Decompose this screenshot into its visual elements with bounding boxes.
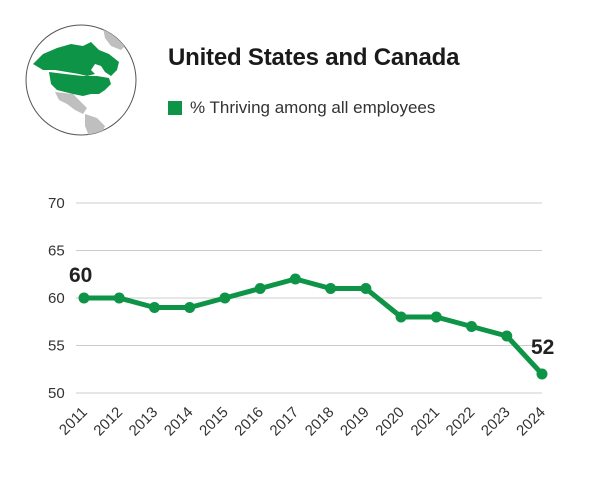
y-tick-label: 65 <box>48 243 65 260</box>
data-point <box>254 283 266 294</box>
x-tick-label: 2011 <box>56 404 91 439</box>
x-tick-label: 2013 <box>126 404 162 440</box>
x-tick-label: 2019 <box>337 404 373 440</box>
data-point <box>430 311 442 323</box>
x-tick-label: 2015 <box>196 404 232 440</box>
legend-label: % Thriving among all employees <box>190 98 436 117</box>
data-point <box>360 283 372 294</box>
data-point <box>501 330 513 342</box>
data-point <box>466 321 478 332</box>
y-tick-label: 55 <box>48 338 65 355</box>
y-tick-label: 70 <box>48 195 65 212</box>
x-tick-label: 2017 <box>267 404 303 440</box>
data-point <box>289 273 301 285</box>
legend: % Thriving among all employees <box>168 98 435 118</box>
data-label: 52 <box>531 336 554 359</box>
y-tick-label: 60 <box>48 290 65 307</box>
x-tick-label: 2024 <box>513 404 549 440</box>
north-america-globe-icon <box>25 24 137 136</box>
data-point <box>184 302 196 313</box>
x-tick-label: 2016 <box>231 404 267 440</box>
x-tick-label: 2014 <box>161 404 197 440</box>
y-tick-label: 50 <box>48 385 65 402</box>
series-line <box>81 276 545 377</box>
data-point <box>325 283 337 294</box>
x-tick-label: 2020 <box>372 404 408 440</box>
data-point <box>219 292 231 304</box>
chart-title: United States and Canada <box>168 44 460 71</box>
x-tick-label: 2012 <box>90 404 126 440</box>
legend-swatch <box>168 101 182 115</box>
data-point <box>148 302 160 313</box>
x-tick-label: 2021 <box>408 404 444 440</box>
x-tick-label: 2022 <box>443 404 479 440</box>
data-point <box>536 368 548 380</box>
x-tick-label: 2023 <box>478 404 514 440</box>
data-point <box>78 292 90 304</box>
data-point <box>395 311 407 323</box>
data-point <box>113 292 125 304</box>
x-tick-label: 2018 <box>302 404 338 440</box>
data-label: 60 <box>69 264 92 287</box>
